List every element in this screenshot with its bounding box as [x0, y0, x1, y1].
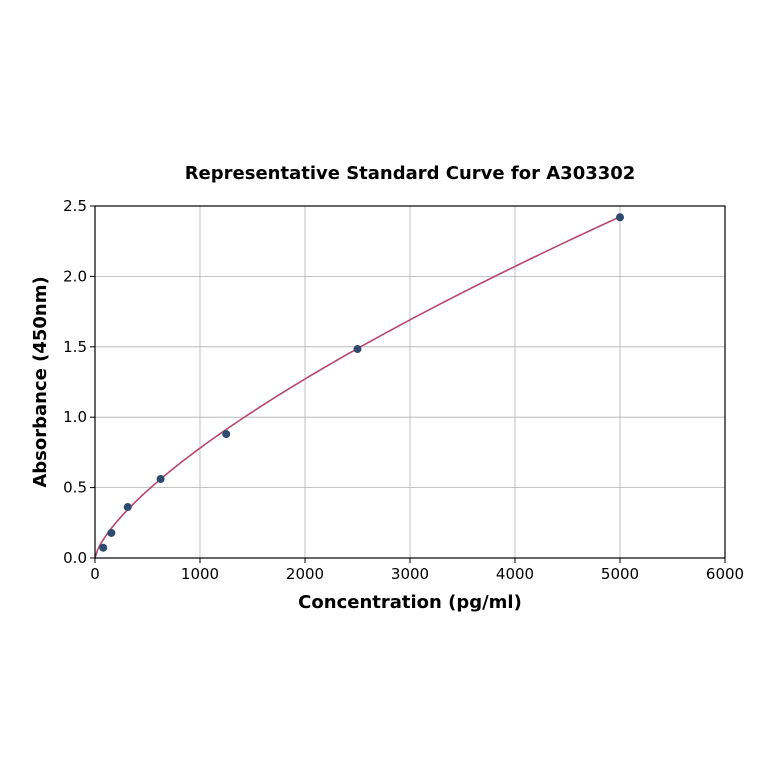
x-axis-label: Concentration (pg/ml) [298, 592, 522, 613]
y-tick-label: 2.0 [63, 267, 87, 285]
fit-curve [94, 216, 621, 559]
y-tick-label: 0.5 [63, 479, 87, 497]
y-axis-label: Absorbance (450nm) [30, 276, 51, 487]
x-tick-label: 0 [90, 565, 100, 583]
data-point [616, 213, 624, 222]
x-tick-label: 6000 [706, 565, 744, 583]
data-point [123, 503, 132, 512]
grid [94, 205, 726, 559]
data-point [99, 543, 108, 552]
y-tick-label: 1.0 [63, 408, 87, 426]
y-tick-label: 0.0 [63, 549, 87, 567]
data-point [353, 345, 362, 354]
y-axis-ticks: 0.0 0.5 1.0 1.5 2.0 2.5 [63, 197, 95, 567]
data-point [156, 475, 165, 484]
data-point [107, 528, 116, 537]
x-tick-label: 1000 [181, 565, 219, 583]
x-axis-ticks: 0 1000 2000 3000 4000 5000 6000 [90, 558, 744, 583]
x-tick-label: 2000 [286, 565, 324, 583]
x-tick-label: 3000 [391, 565, 429, 583]
y-tick-label: 1.5 [63, 338, 87, 356]
y-tick-label: 2.5 [63, 197, 87, 215]
x-tick-label: 4000 [496, 565, 534, 583]
x-tick-label: 5000 [601, 565, 639, 583]
fit-curve-group [94, 216, 621, 559]
data-points [99, 213, 624, 552]
data-point [222, 430, 231, 439]
chart-title: Representative Standard Curve for A30330… [185, 163, 636, 184]
